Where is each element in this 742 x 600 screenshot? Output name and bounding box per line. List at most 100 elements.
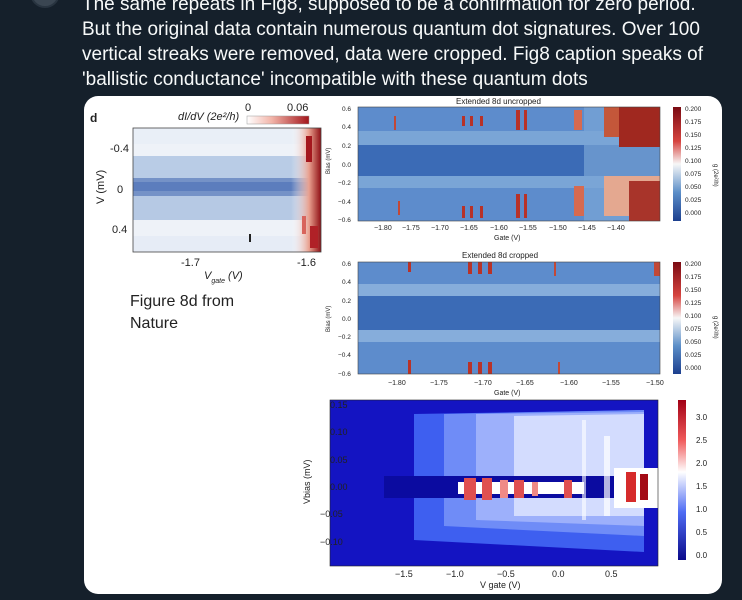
tweet-line: But the original data contain numerous q…: [82, 19, 700, 40]
figure-composite: d dI/dV (2e²/h) 0 0.06 V (mV) -0.4 0 0.4…: [90, 97, 718, 590]
plot-title: Extended 8d uncropped: [456, 97, 541, 106]
x-tick: −1.80: [374, 225, 392, 232]
colorbar-tick: 0.075: [685, 326, 702, 333]
tweet-line: 'ballistic conductance' incompatible wit…: [82, 69, 588, 90]
x-tick: −1.40: [607, 225, 625, 232]
x-tick: −1.45: [578, 225, 596, 232]
colorbar-tick: 0.075: [685, 171, 702, 178]
heatmap-cropped: [358, 262, 660, 374]
y-tick: 0.4: [112, 224, 127, 236]
heatmap-uncropped-frame: [357, 106, 661, 222]
x-axis-label: V gate (V): [480, 580, 521, 590]
y-tick: −0.6: [338, 371, 351, 378]
y-tick: 0: [117, 184, 123, 196]
figure-caption: Nature: [130, 315, 178, 332]
colorbar-tick: 0.175: [685, 119, 702, 126]
colorbar-tick: 1.0: [696, 505, 708, 514]
x-tick: 0.0: [552, 569, 565, 579]
x-tick: −1.60: [560, 380, 578, 387]
colorbar-vertical: [678, 400, 686, 560]
heatmap-8d-frame: [132, 127, 322, 253]
colorbar-tick: 0.200: [685, 261, 702, 268]
tweet-line: vertical streaks were removed, data were…: [82, 44, 703, 65]
y-tick: −0.6: [338, 217, 351, 224]
heatmap-8d: [133, 128, 321, 252]
colorbar-tick: 0.175: [685, 274, 702, 281]
x-tick: −1.75: [430, 380, 448, 387]
colorbar-tick: 0.0: [696, 551, 708, 560]
colorbar-label: g (2e²/h): [712, 316, 718, 339]
heatmap-cropped-frame: [357, 261, 661, 375]
heatmap-full-range-frame: [329, 399, 659, 567]
x-tick: −1.5: [395, 569, 413, 579]
colorbar-max: 0.06: [287, 102, 308, 114]
y-axis-label: V (mV): [95, 170, 107, 204]
y-tick: 0.10: [330, 427, 348, 437]
x-tick: −1.65: [516, 380, 534, 387]
colorbar-tick: 0.000: [685, 210, 702, 217]
x-tick: −1.70: [474, 380, 492, 387]
x-tick: −1.65: [460, 225, 478, 232]
colorbar-label: g (2e²/h): [712, 164, 718, 187]
y-tick: 0.6: [342, 106, 351, 113]
x-axis-label: Gate (V): [494, 235, 520, 242]
x-tick: −1.60: [490, 225, 508, 232]
colorbar-tick: 0.100: [685, 158, 702, 165]
colorbar-tick: 0.100: [685, 313, 702, 320]
colorbar-label: dI/dV (2e²/h): [178, 111, 239, 123]
avatar[interactable]: [30, 0, 60, 8]
x-tick: −1.55: [519, 225, 537, 232]
colorbar-tick: 0.5: [696, 528, 708, 537]
colorbar-horizontal: [246, 115, 310, 125]
y-axis-label: Bias (mV): [326, 306, 332, 332]
colorbar-tick: 3.0: [696, 413, 708, 422]
x-tick: −1.75: [402, 225, 420, 232]
colorbar-tick: 0.125: [685, 145, 702, 152]
colorbar-vertical: [673, 107, 681, 221]
colorbar-tick: 0.125: [685, 300, 702, 307]
x-tick: −1.70: [431, 225, 449, 232]
x-tick: -1.6: [297, 257, 316, 269]
y-tick: 0.00: [330, 482, 348, 492]
x-tick: −0.5: [497, 569, 515, 579]
y-tick: 0.0: [342, 316, 351, 323]
y-tick: 0.6: [342, 261, 351, 268]
colorbar-tick: 0.025: [685, 197, 702, 204]
y-tick: −0.2: [338, 180, 351, 187]
colorbar-tick: 0.150: [685, 287, 702, 294]
x-tick: −1.55: [602, 380, 620, 387]
tweet-image[interactable]: d dI/dV (2e²/h) 0 0.06 V (mV) -0.4 0 0.4…: [84, 96, 722, 594]
y-axis-label: Vbias (mV): [302, 459, 312, 504]
x-tick: −1.50: [646, 380, 664, 387]
tweet-text: The same repeats in Fig8, supposed to be…: [82, 0, 722, 92]
y-tick: 0.2: [342, 298, 351, 305]
colorbar-tick: 0.025: [685, 352, 702, 359]
figure-caption: Figure 8d from: [130, 293, 234, 310]
colorbar-tick: 0.150: [685, 132, 702, 139]
panel-letter: d: [90, 111, 97, 125]
y-tick: 0.2: [342, 143, 351, 150]
plot-title: Extended 8d cropped: [462, 251, 538, 260]
y-tick: −0.2: [338, 334, 351, 341]
y-axis-label: Bias (mV): [326, 148, 332, 174]
colorbar-tick: 0.050: [685, 339, 702, 346]
y-tick: 0.15: [330, 400, 348, 410]
x-tick: −1.0: [446, 569, 464, 579]
colorbar-tick: 2.0: [696, 459, 708, 468]
colorbar-min: 0: [245, 102, 251, 114]
y-tick: 0.0: [342, 162, 351, 169]
x-tick: 0.5: [605, 569, 618, 579]
y-tick: 0.4: [342, 279, 351, 286]
y-tick: −0.4: [338, 199, 351, 206]
colorbar-tick: 0.200: [685, 106, 702, 113]
colorbar-tick: 1.5: [696, 482, 708, 491]
colorbar-tick: 2.5: [696, 436, 708, 445]
tweet-line: The same repeats in Fig8, supposed to be…: [82, 0, 696, 15]
y-tick: 0.4: [342, 124, 351, 131]
heatmap-full-range: [330, 400, 658, 566]
y-tick: -0.4: [110, 143, 129, 155]
heatmap-uncropped: [358, 107, 660, 221]
colorbar-tick: 0.050: [685, 184, 702, 191]
y-tick: 0.05: [330, 455, 348, 465]
x-axis-label: Gate (V): [494, 390, 520, 397]
